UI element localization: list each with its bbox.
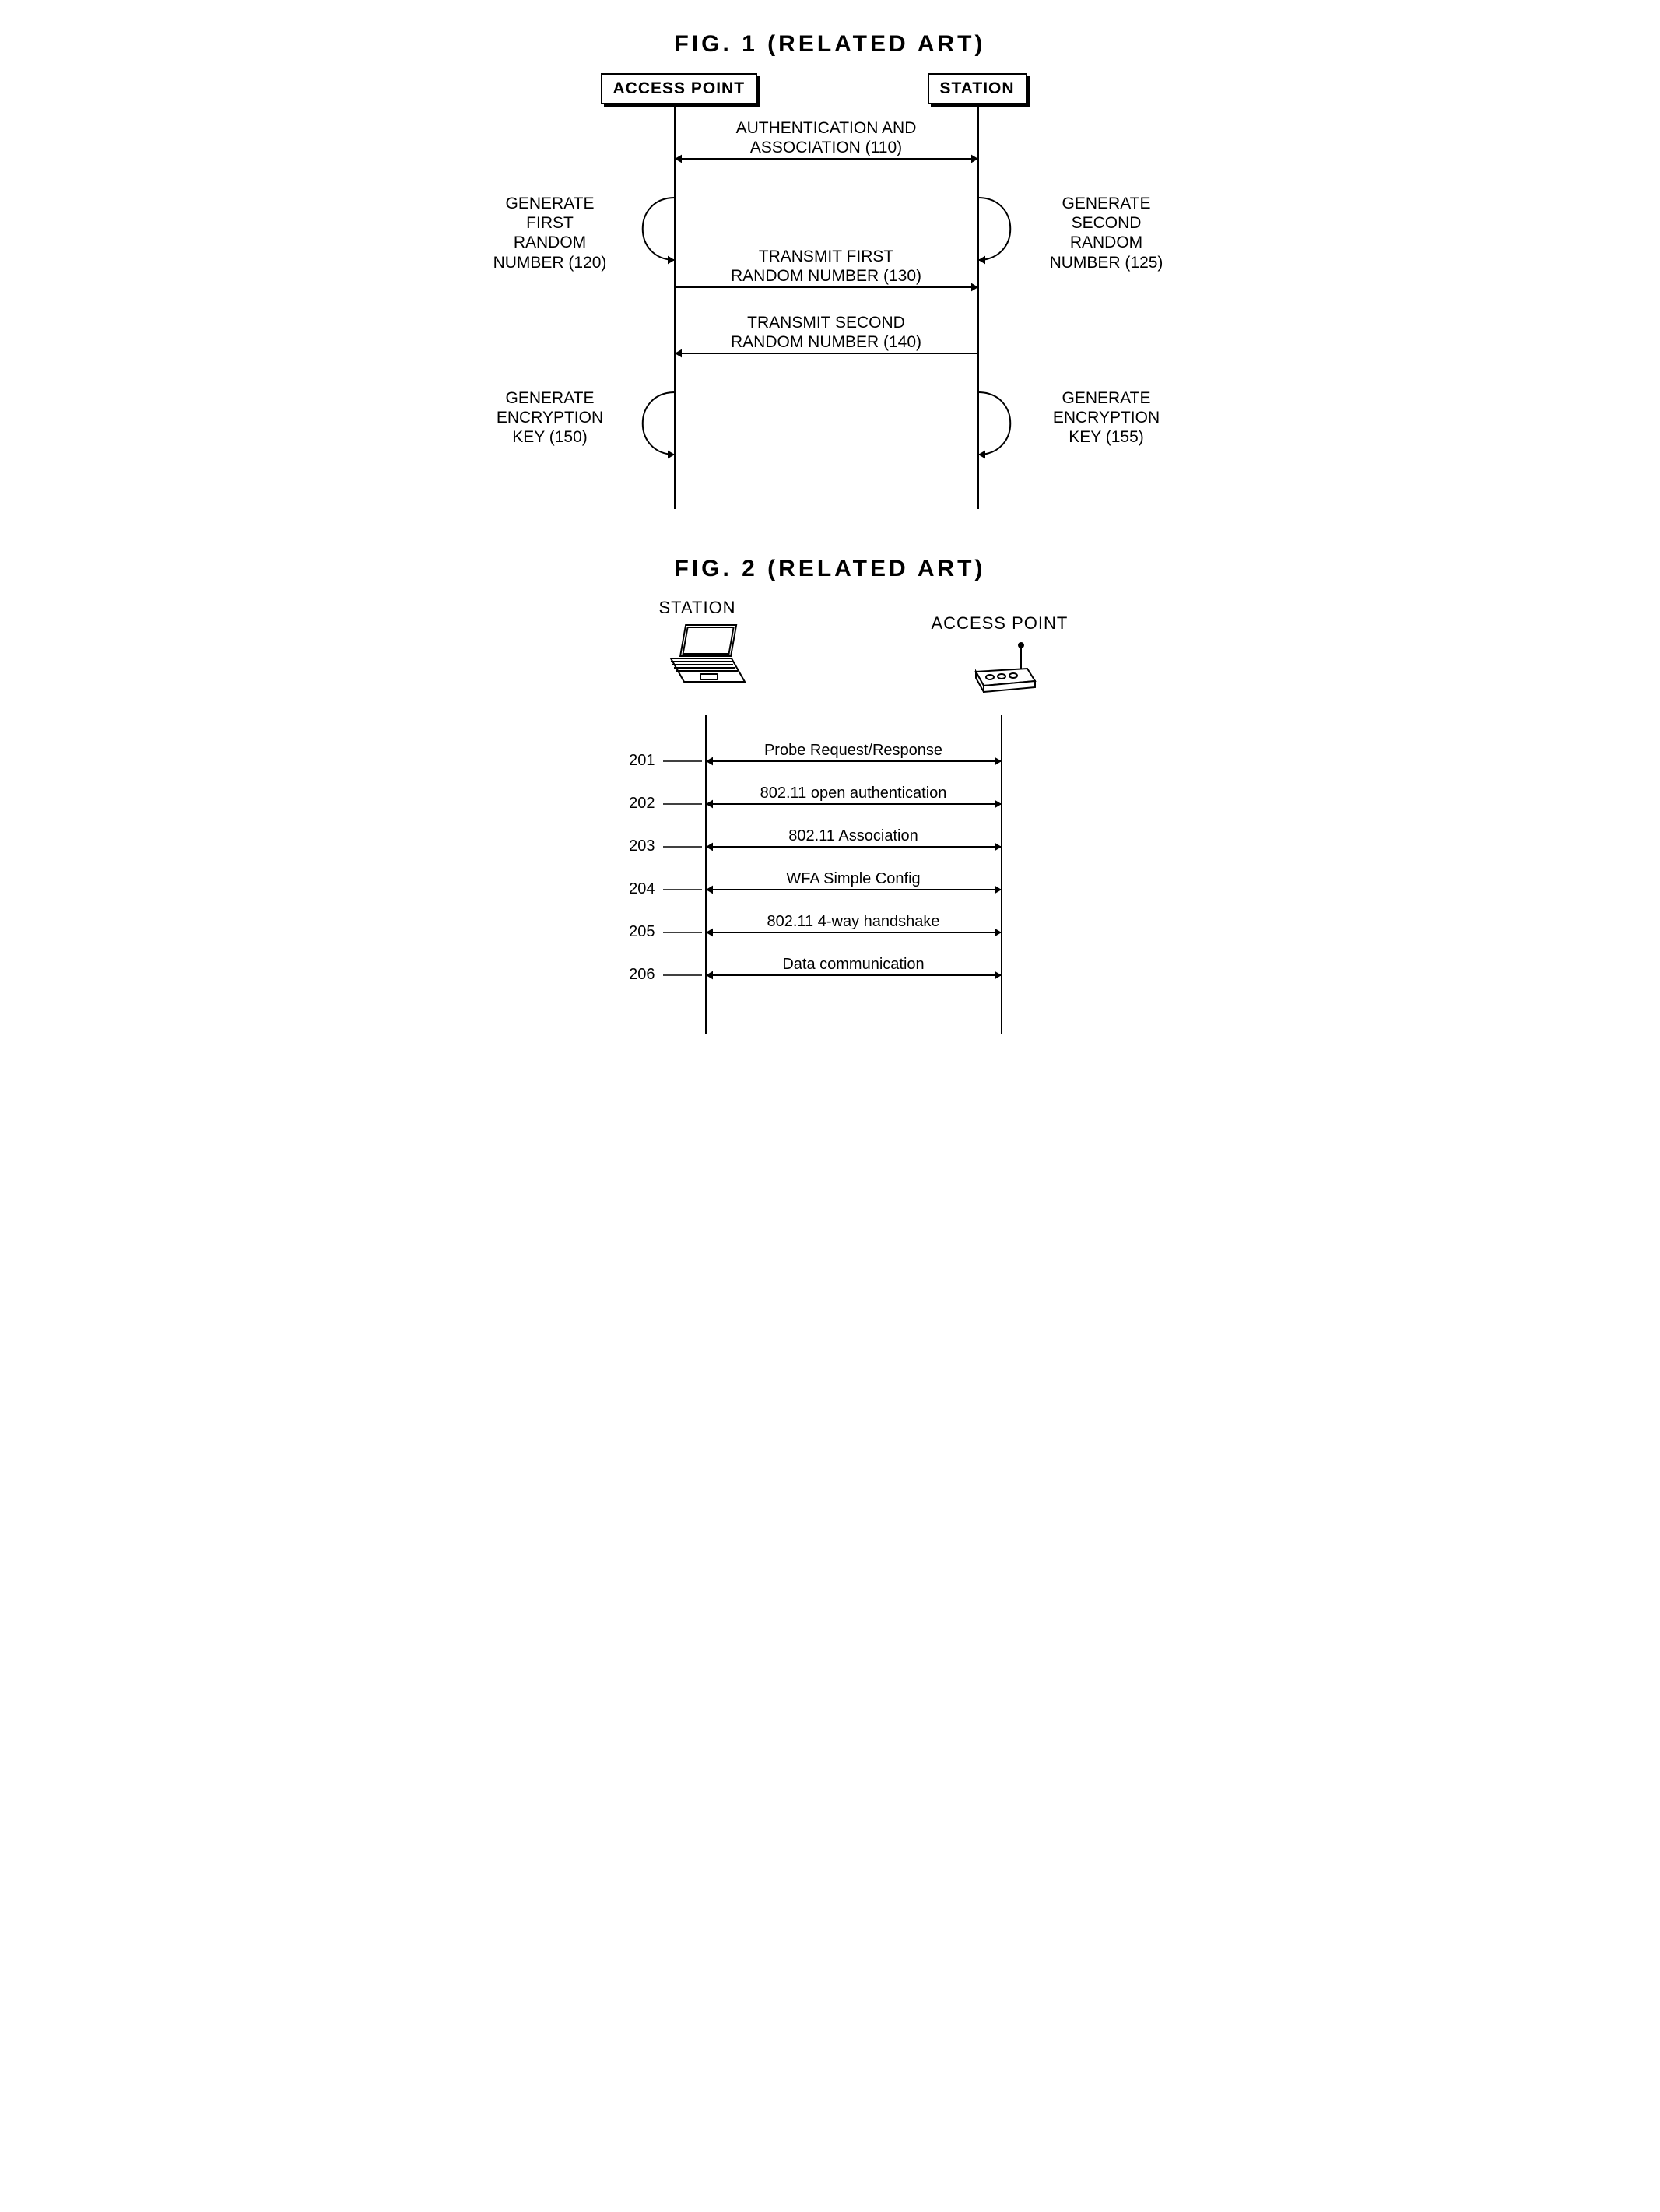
step-label: Probe Request/Response — [706, 741, 1002, 760]
fig2-title: FIG. 2 (RELATED ART) — [23, 556, 1637, 582]
lifeline-box-station: STATION — [928, 73, 1027, 104]
step-id: 203 — [612, 837, 655, 855]
self-loop-label: GENERATE ENCRYPTION KEY (150) — [472, 388, 628, 448]
step-id: 204 — [612, 880, 655, 898]
step-label: 802.11 Association — [706, 827, 1002, 845]
step-id: 201 — [612, 752, 655, 770]
device-label-access-point: ACCESS POINT — [932, 613, 1069, 634]
self-loop-label: GENERATE SECOND RANDOM NUMBER (125) — [1025, 194, 1188, 272]
self-loop-label: GENERATE FIRST RANDOM NUMBER (120) — [472, 194, 628, 272]
laptop-icon — [663, 621, 749, 691]
message-label: TRANSMIT FIRST RANDOM NUMBER (130) — [675, 247, 978, 286]
device-label-station: STATION — [659, 598, 736, 618]
step-label: 802.11 open authentication — [706, 784, 1002, 802]
fig2-container: STATION ACCESS POINT 201 Probe Request/Res… — [535, 598, 1126, 1034]
step-label: Data communication — [706, 955, 1002, 974]
router-icon — [967, 641, 1044, 703]
step-label: 802.11 4-way handshake — [706, 912, 1002, 931]
lifeline-box-access-point: ACCESS POINT — [601, 73, 758, 104]
step-label: WFA Simple Config — [706, 869, 1002, 888]
self-loop-label: GENERATE ENCRYPTION KEY (155) — [1025, 388, 1188, 448]
message-label: TRANSMIT SECOND RANDOM NUMBER (140) — [675, 313, 978, 352]
fig1-container: ACCESS POINT STATION AUTHENTICATION AND AS… — [472, 73, 1188, 509]
step-id: 202 — [612, 795, 655, 813]
fig1-title: FIG. 1 (RELATED ART) — [23, 31, 1637, 58]
message-label: AUTHENTICATION AND ASSOCIATION (110) — [675, 118, 978, 157]
figure-2: FIG. 2 (RELATED ART) STATION ACCESS POINT… — [23, 556, 1637, 1034]
figure-1: FIG. 1 (RELATED ART) ACCESS POINT STATION… — [23, 31, 1637, 509]
step-id: 205 — [612, 923, 655, 941]
step-id: 206 — [612, 966, 655, 984]
